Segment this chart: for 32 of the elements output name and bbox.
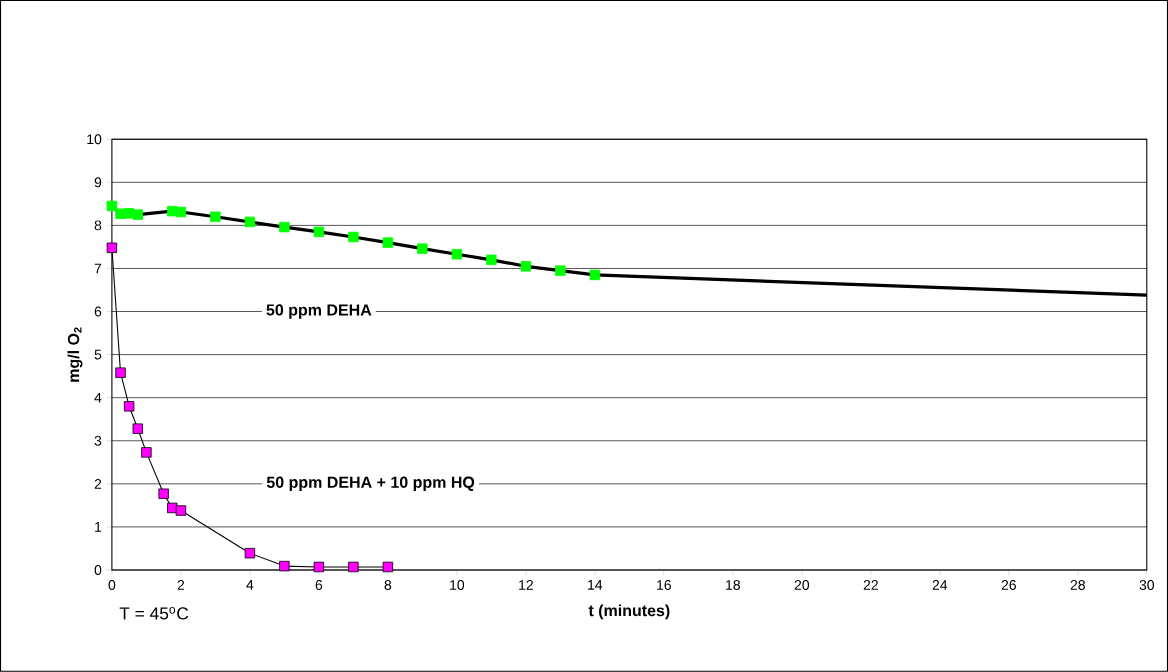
- x-tick-label: 2: [177, 580, 185, 590]
- x-tick-label: 26: [1001, 580, 1016, 591]
- x-axis-title: t (minutes): [588, 604, 670, 620]
- y-tick-label: 8: [94, 220, 102, 231]
- y-tick-label: 4: [94, 392, 102, 403]
- annotation: 50 ppm DEHA: [266, 304, 372, 319]
- x-tick-label: 4: [246, 580, 254, 590]
- y-tick-label: 5: [94, 349, 102, 360]
- x-tick-label: 14: [588, 580, 603, 590]
- x-tick-label: 12: [519, 580, 533, 590]
- y-tick-label: 6: [94, 306, 102, 317]
- text: T = 45$^{o}$C: [119, 607, 189, 620]
- x-tick-label: 28: [1070, 580, 1085, 591]
- x-tick-label: 10: [450, 580, 465, 591]
- x-tick-label: 16: [657, 580, 672, 591]
- x-tick-label: 20: [794, 580, 810, 591]
- y-tick-label: 9: [94, 177, 102, 188]
- x-tick-label: 8: [384, 580, 392, 591]
- x-tick-label: 6: [315, 580, 323, 591]
- y-tick-label: 3: [94, 435, 102, 446]
- annotation: 50 ppm DEHA + 10 ppm HQ: [266, 476, 475, 492]
- y-tick-label: 2: [94, 479, 102, 489]
- x-tick-label: 22: [863, 580, 878, 590]
- x-tick-label: 0: [108, 580, 116, 591]
- x-tick-label: 18: [726, 580, 741, 591]
- y-tick-label: 0: [94, 565, 102, 576]
- x-tick-label: 30: [1139, 580, 1155, 591]
- y-tick-label: 7: [94, 263, 102, 274]
- y-tick-label: 10: [87, 134, 102, 145]
- x-tick-label: 24: [932, 580, 948, 590]
- y-axis-title: mg/l O$_{2}$: [67, 327, 83, 382]
- y-tick-label: 1: [95, 522, 102, 532]
